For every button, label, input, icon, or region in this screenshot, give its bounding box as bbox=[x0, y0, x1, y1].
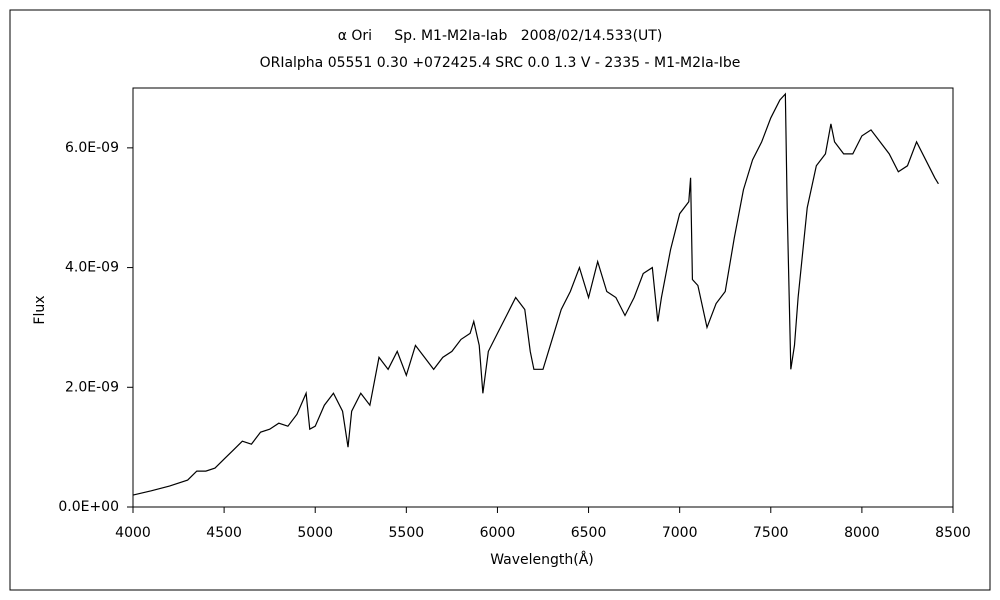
x-tick-label: 6500 bbox=[571, 525, 607, 541]
y-tick-label: 0.0E+00 bbox=[58, 499, 119, 515]
spectrum-line bbox=[132, 92, 939, 496]
x-tick-label: 6000 bbox=[480, 525, 516, 541]
x-tick-label: 5500 bbox=[389, 525, 425, 541]
x-tick-label: 8000 bbox=[844, 525, 880, 541]
y-tick-label: 6.0E-09 bbox=[65, 140, 119, 156]
x-tick-label: 5000 bbox=[297, 525, 333, 541]
x-tick-label: 8500 bbox=[935, 525, 971, 541]
x-tick-label: 7500 bbox=[753, 525, 789, 541]
chart-title: α Ori Sp. M1-M2Ia-Iab 2008/02/14.533(UT) bbox=[338, 28, 663, 44]
y-axis-label: Flux bbox=[32, 295, 48, 324]
x-axis-label: Wavelength(Å) bbox=[490, 551, 594, 568]
y-tick-label: 4.0E-09 bbox=[65, 260, 119, 276]
chart-subtitle: ORIalpha 05551 0.30 +072425.4 SRC 0.0 1.… bbox=[260, 55, 741, 71]
x-tick-label: 7000 bbox=[662, 525, 698, 541]
x-tick-label: 4000 bbox=[115, 525, 151, 541]
plot-area bbox=[132, 87, 954, 508]
x-tick-label: 4500 bbox=[206, 525, 242, 541]
y-tick-label: 2.0E-09 bbox=[65, 379, 119, 395]
